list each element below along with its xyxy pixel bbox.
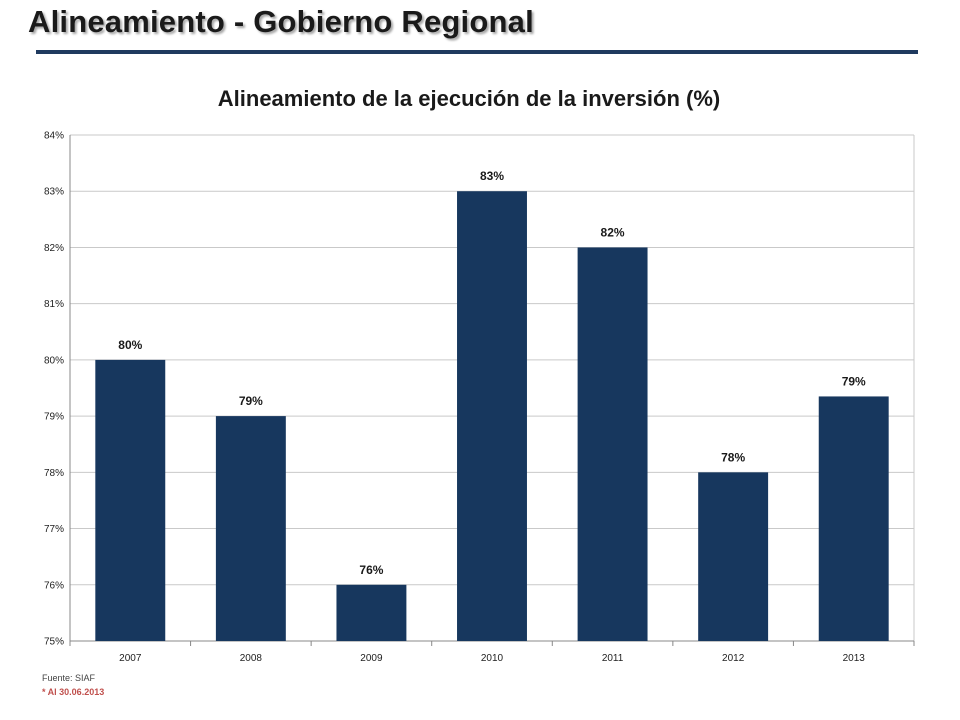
bar [818,396,889,641]
y-tick-label: 79% [44,412,64,423]
x-tick-label: 2009 [360,653,383,664]
footer-note: * Al 30.06.2013 [42,687,105,697]
x-tick-label: 2011 [602,653,624,664]
data-label: 78% [721,450,745,464]
data-label: 76% [359,563,383,577]
y-tick-label: 83% [44,187,64,198]
y-tick-label: 75% [44,637,64,648]
x-tick-label: 2008 [240,653,263,664]
y-tick-label: 84% [44,131,64,142]
bar [336,584,407,641]
slide-title: Alineamiento - Gobierno Regional [28,4,534,39]
bar [457,191,527,641]
bar [577,247,648,641]
y-tick-label: 80% [44,355,64,366]
y-tick-label: 76% [44,580,64,591]
data-label: 83% [480,169,504,183]
y-tick-label: 78% [44,468,64,479]
data-label: 82% [601,225,625,239]
footer-source: Fuente: SIAF [42,673,96,683]
y-tick-label: 77% [44,524,64,535]
x-tick-label: 2012 [722,653,745,664]
y-tick-label: 81% [44,299,64,310]
data-label: 80% [118,338,142,352]
y-tick-label: 82% [44,243,64,254]
bar [95,359,166,641]
x-tick-label: 2007 [119,653,142,664]
data-label: 79% [842,374,866,388]
data-label: 79% [239,394,263,408]
bar [215,416,286,641]
x-tick-label: 2013 [843,653,866,664]
title-rule [36,50,918,54]
bar [698,472,769,641]
chart-title: Alineamiento de la ejecución de la inver… [217,86,721,111]
x-tick-label: 2010 [481,653,504,664]
